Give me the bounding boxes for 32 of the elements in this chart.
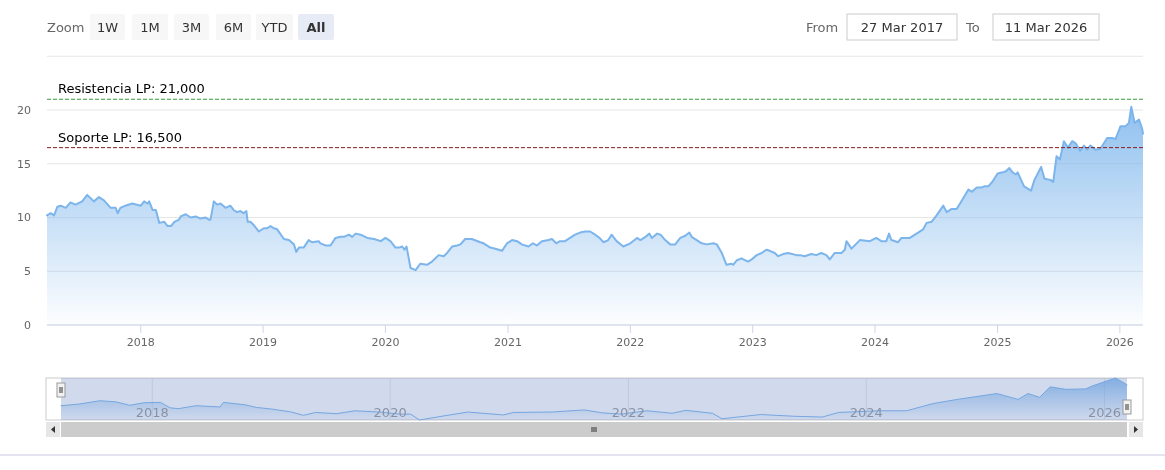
text: 1M	[140, 19, 160, 35]
x-tick-label: 2019	[249, 336, 278, 349]
x-tick-label: 2018	[135, 404, 169, 420]
x-tick-label: 2022	[611, 404, 645, 420]
ref-line-label: Resistencia LP: 21,000	[58, 81, 205, 97]
x-tick-label: 2021	[494, 336, 523, 349]
text: Zoom	[47, 19, 85, 35]
x-tick-label: 2024	[860, 336, 889, 349]
text: From	[806, 19, 839, 35]
text: 6M	[223, 19, 244, 35]
text: 1W	[96, 19, 119, 35]
y-tick-label: 20	[17, 103, 31, 117]
text: 27 Mar 2017	[860, 19, 944, 35]
x-tick-label: 2022	[616, 336, 645, 349]
x-tick-label: 2020	[373, 404, 407, 420]
x-tick-label: 2023	[738, 336, 767, 349]
text: All	[306, 19, 326, 35]
y-tick-label: 10	[17, 211, 31, 225]
y-tick-label: 0	[24, 318, 31, 332]
text: 11 Mar 2026	[1004, 19, 1088, 35]
ref-line-label: Soporte LP: 16,500	[58, 129, 183, 145]
text: YTD	[260, 19, 288, 35]
x-tick-label: 2020	[371, 336, 400, 349]
x-tick-label: 2024	[849, 404, 883, 420]
y-tick-label: 5	[24, 265, 31, 279]
y-tick-label: 15	[17, 157, 31, 171]
x-tick-label: 2025	[983, 336, 1012, 349]
x-tick-label: 2026	[1087, 404, 1122, 420]
x-tick-label: 2026	[1105, 336, 1134, 349]
text: To	[965, 19, 980, 35]
x-tick-label: 2018	[126, 336, 155, 349]
text: 3M	[181, 19, 202, 35]
